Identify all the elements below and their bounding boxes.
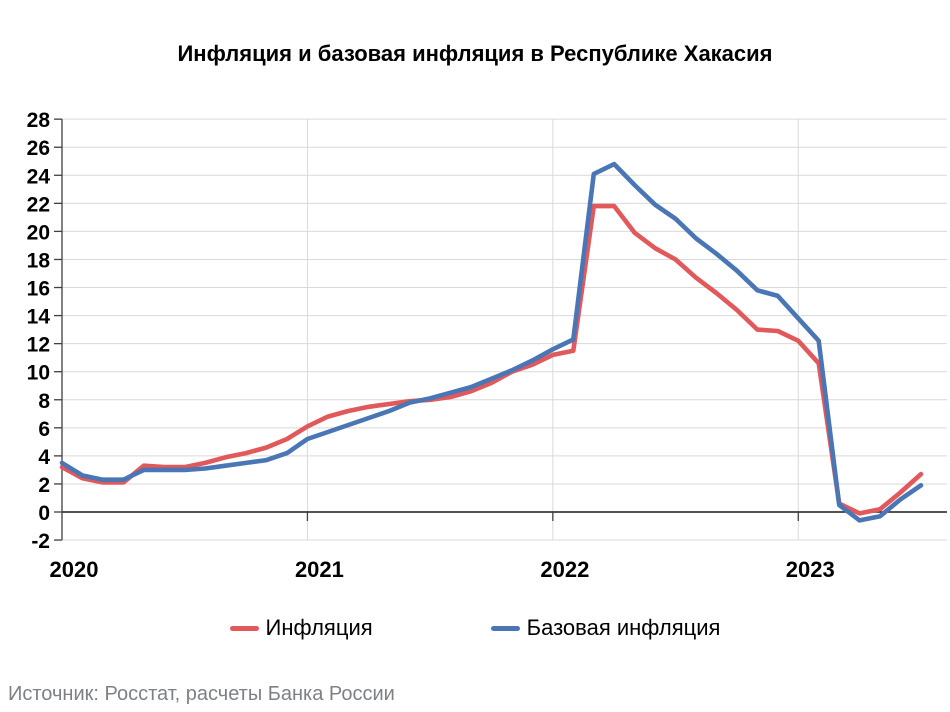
legend-label-core-inflation: Базовая инфляция (526, 615, 721, 640)
svg-text:12: 12 (27, 334, 50, 357)
svg-text:16: 16 (27, 278, 50, 301)
svg-text:14: 14 (27, 306, 51, 329)
svg-text:0: 0 (38, 502, 50, 525)
legend-item-inflation: Инфляция (229, 615, 373, 641)
svg-text:2: 2 (38, 474, 50, 497)
svg-text:10: 10 (27, 362, 50, 385)
chart-title: Инфляция и базовая инфляция в Республике… (177, 41, 773, 66)
svg-text:28: 28 (27, 109, 51, 132)
svg-text:22: 22 (27, 193, 50, 216)
svg-text:-2: -2 (31, 530, 50, 553)
svg-text:24: 24 (27, 165, 51, 188)
svg-text:4: 4 (38, 446, 50, 469)
legend-swatch-core-inflation (490, 625, 520, 631)
svg-text:2022: 2022 (540, 557, 589, 582)
legend-label-inflation: Инфляция (265, 615, 373, 640)
legend-item-core-inflation: Базовая инфляция (490, 615, 721, 641)
svg-text:20: 20 (27, 221, 50, 244)
svg-text:6: 6 (38, 418, 50, 441)
svg-text:2021: 2021 (295, 557, 344, 582)
legend-swatch-inflation (229, 625, 259, 631)
svg-text:2023: 2023 (786, 557, 835, 582)
svg-text:26: 26 (27, 137, 50, 160)
svg-text:18: 18 (27, 249, 51, 272)
svg-text:8: 8 (38, 390, 50, 413)
chart-legend: Инфляция Базовая инфляция (0, 615, 950, 641)
source-note: Источник: Росстат, расчеты Банка России (8, 683, 395, 705)
svg-text:2020: 2020 (50, 557, 99, 582)
